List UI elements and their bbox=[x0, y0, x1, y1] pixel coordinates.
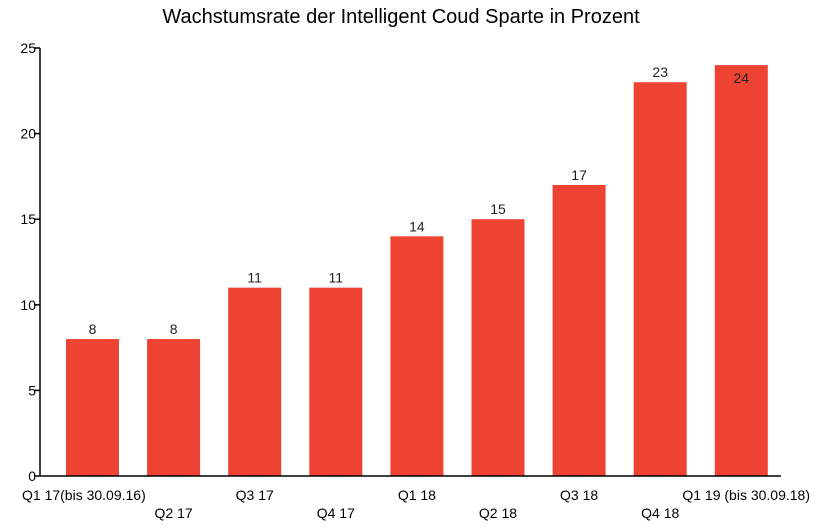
bar-value-label: 24 bbox=[734, 70, 750, 86]
bar bbox=[228, 287, 282, 476]
x-tick-label: Q3 18 bbox=[560, 487, 598, 503]
y-tick-label: 0 bbox=[28, 468, 36, 484]
bar bbox=[633, 82, 687, 477]
bar bbox=[66, 339, 119, 476]
bar bbox=[390, 236, 444, 476]
bar-value-label: 8 bbox=[170, 321, 178, 337]
bar bbox=[147, 339, 201, 476]
y-tick-label: 10 bbox=[20, 297, 36, 313]
bar bbox=[309, 287, 363, 476]
x-tick-label: Q2 18 bbox=[479, 505, 517, 521]
bar-value-label: 17 bbox=[571, 167, 587, 183]
bar-value-label: 23 bbox=[652, 64, 668, 80]
bar bbox=[552, 184, 606, 476]
x-tick-label: Q1 19 (bis 30.09.18) bbox=[682, 487, 810, 503]
x-axis: Q1 17(bis 30.09.16) Q2 17 Q3 17 Q4 17 Q1 18 Q… bbox=[22, 475, 810, 521]
y-tick-label: 15 bbox=[20, 211, 36, 227]
bar bbox=[471, 219, 525, 476]
x-tick-label: Q2 17 bbox=[155, 505, 193, 521]
x-tick-label: Q3 17 bbox=[236, 487, 274, 503]
bar-value-label: 11 bbox=[329, 270, 344, 286]
x-tick-label: Q4 18 bbox=[641, 505, 679, 521]
y-tick-label: 20 bbox=[20, 126, 36, 142]
x-tick-label: Q1 17(bis 30.09.16) bbox=[22, 487, 146, 503]
x-tick-label: Q4 17 bbox=[317, 505, 355, 521]
data-labels: 8 8 11 11 14 15 17 23 24 bbox=[89, 64, 750, 337]
y-tick-label: 5 bbox=[28, 382, 36, 398]
bar bbox=[714, 65, 768, 477]
bar-value-label: 14 bbox=[409, 218, 425, 234]
bar-value-label: 8 bbox=[89, 321, 97, 337]
bar-value-label: 15 bbox=[490, 201, 506, 217]
y-axis: 0 5 10 15 20 25 bbox=[20, 40, 41, 484]
x-tick-label: Q1 18 bbox=[398, 487, 436, 503]
chart-title: Wachstumsrate der Intelligent Coud Spart… bbox=[162, 6, 640, 28]
y-tick-label: 25 bbox=[20, 40, 36, 56]
bar-value-label: 11 bbox=[247, 270, 262, 286]
bar-series bbox=[66, 65, 768, 477]
